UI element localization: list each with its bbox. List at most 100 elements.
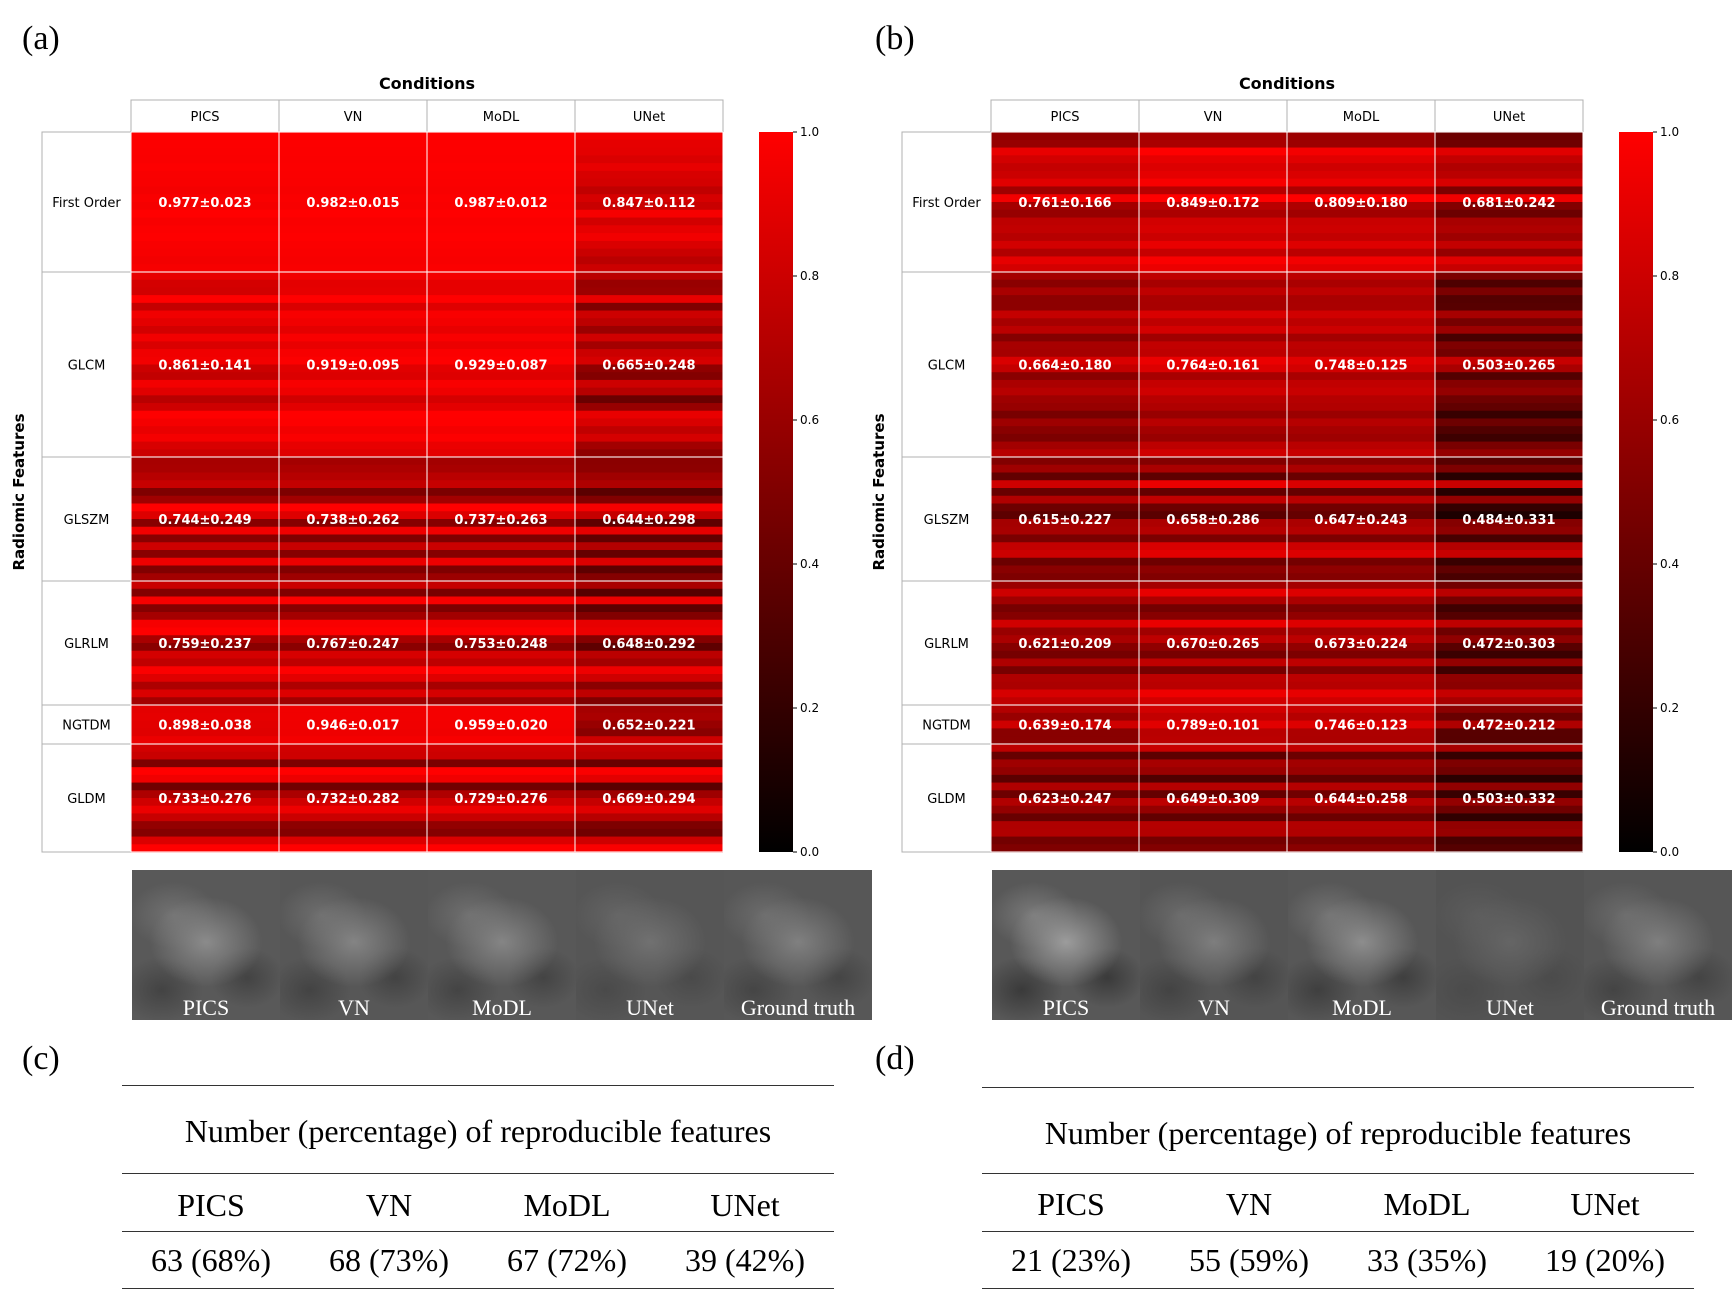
heat-cell [131, 767, 279, 776]
table-d: Number (percentage) of reproducible feat… [982, 1087, 1694, 1292]
heat-cell [1287, 464, 1435, 474]
cell-annotation-glszm-modl: 0.737±0.263 [454, 513, 547, 528]
heat-cell [1287, 170, 1435, 180]
heat-cell [1435, 588, 1583, 598]
heat-cell [131, 441, 279, 450]
colorbar-tick-label: 0.0 [1660, 845, 1679, 859]
heat-cell [1287, 287, 1435, 296]
heat-cell [279, 341, 427, 350]
heat-cell [1287, 272, 1435, 281]
heat-cell [427, 410, 575, 420]
heat-cell [1435, 828, 1583, 838]
heat-cell [1435, 457, 1583, 466]
heat-cell [575, 395, 723, 404]
heat-cell [1435, 209, 1583, 219]
heat-cell [575, 674, 723, 683]
heat-cell [279, 511, 427, 520]
heat-cell [427, 256, 575, 265]
heat-cell [1287, 441, 1435, 450]
heat-cell [279, 751, 427, 761]
colorbar-tick-label: 0.2 [800, 701, 819, 715]
heat-cell [427, 736, 575, 745]
heat-cell [131, 132, 279, 141]
heat-cell [1287, 356, 1435, 366]
cell-annotation-glrlm-unet: 0.472±0.303 [1462, 637, 1555, 652]
heat-cell [991, 782, 1139, 791]
heat-cell [991, 132, 1139, 141]
heat-cell [131, 170, 279, 180]
table-d-values: 21 (23%) 55 (59%) 33 (35%) 19 (20%) [982, 1242, 1694, 1279]
heat-cell [991, 279, 1139, 289]
heat-cell [427, 681, 575, 691]
cell-annotation-glszm-pics: 0.615±0.227 [1018, 513, 1111, 528]
heat-cell [1287, 712, 1435, 722]
heat-cell [991, 836, 1139, 845]
heat-cell [1435, 836, 1583, 845]
heat-cell [991, 395, 1139, 404]
cell-annotation-glszm-modl: 0.647±0.243 [1314, 513, 1407, 528]
heat-cell [131, 744, 279, 753]
heat-cell [1287, 225, 1435, 234]
heat-cell [427, 658, 575, 667]
heat-cell [279, 697, 427, 706]
heat-cell [575, 318, 723, 327]
heat-cell [427, 759, 575, 768]
heat-cell [991, 767, 1139, 776]
heat-cell [1139, 403, 1287, 412]
heat-cell [131, 295, 279, 304]
heat-cell [1435, 139, 1583, 149]
heat-cell [427, 573, 575, 582]
heat-cell [1435, 170, 1583, 180]
heat-cell [1435, 573, 1583, 582]
heat-cell [575, 542, 723, 551]
heat-cell [1287, 155, 1435, 164]
heat-cell [1435, 325, 1583, 335]
heat-cell [1287, 495, 1435, 505]
heat-cell [427, 287, 575, 296]
heat-cell [991, 596, 1139, 605]
heat-cell [575, 526, 723, 536]
heat-cell [131, 480, 279, 489]
heat-cell [279, 596, 427, 605]
heat-cell [1435, 674, 1583, 683]
heat-cell [1435, 759, 1583, 768]
heat-cell [991, 310, 1139, 319]
row-group-gldm-b [901, 743, 992, 853]
heat-cell [279, 612, 427, 621]
heat-cell [991, 147, 1139, 156]
heat-cell [131, 612, 279, 621]
heat-cell [1287, 194, 1435, 203]
heat-cell [1139, 674, 1287, 683]
heat-cell [427, 480, 575, 489]
cell-annotation-first-order-vn: 0.849±0.172 [1166, 196, 1259, 211]
heat-cell [427, 790, 575, 799]
heat-cell [279, 635, 427, 644]
cell-annotation-glszm-unet: 0.484±0.331 [1462, 513, 1555, 528]
heat-cell [1287, 658, 1435, 667]
heat-cell [1139, 728, 1287, 737]
heat-cell [991, 674, 1139, 683]
heat-cell [575, 240, 723, 250]
heat-cell [1287, 774, 1435, 784]
heat-cell [279, 836, 427, 845]
heat-cell [427, 132, 575, 141]
column-label-pics-a: PICS [190, 110, 219, 125]
heat-cell [131, 836, 279, 845]
heat-cell [131, 240, 279, 250]
heat-cell [279, 705, 427, 714]
heat-cell [427, 828, 575, 838]
colorbar-tick-label: 0.6 [800, 413, 819, 427]
heat-cell [279, 557, 427, 567]
heat-cell [279, 209, 427, 219]
heat-cell [131, 821, 279, 830]
column-label-modl-b: MoDL [1343, 110, 1380, 125]
heat-cell [279, 604, 427, 613]
heat-cell [1287, 163, 1435, 172]
heat-cell [575, 681, 723, 691]
heat-cell [427, 526, 575, 536]
heat-cell [1435, 256, 1583, 265]
heat-cell [575, 782, 723, 791]
image-strip-a: PICS VN MoDL UNet Ground truth [132, 870, 872, 1020]
heat-cell [279, 488, 427, 497]
table-d-title: Number (percentage) of reproducible feat… [1044, 1115, 1632, 1151]
